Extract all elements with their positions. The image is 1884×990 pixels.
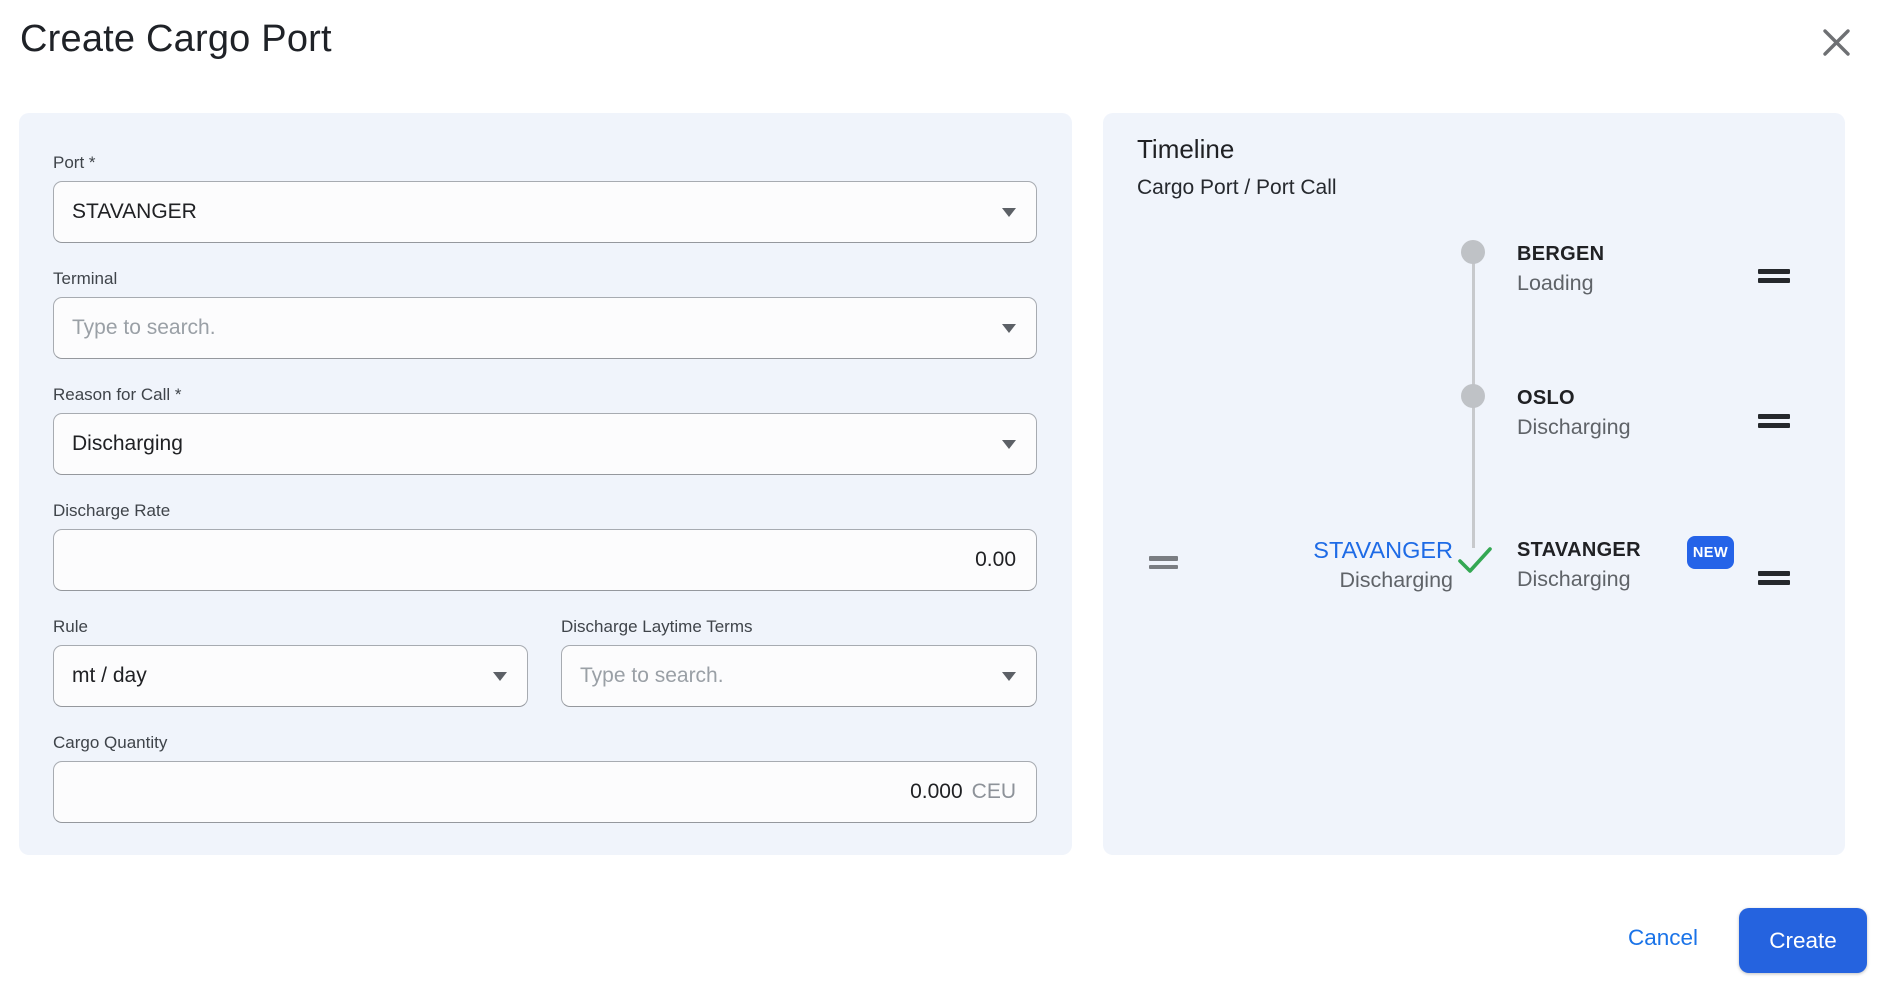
timeline-subheading: Cargo Port / Port Call [1137, 176, 1337, 199]
discharge-rate-field: Discharge Rate 0.00 [53, 501, 1037, 591]
cargo-quantity-value: 0.000 [910, 780, 963, 803]
terminal-field: Terminal Type to search. [53, 269, 1037, 359]
reason-for-call-field: Reason for Call * Discharging [53, 385, 1037, 475]
cancel-button[interactable]: Cancel [1627, 925, 1698, 950]
discharge-rate-input[interactable]: 0.00 [53, 529, 1037, 591]
check-icon [1457, 546, 1493, 579]
timeline-entry-stavanger: STAVANGER Discharging [1517, 538, 1777, 593]
cargo-quantity-input[interactable]: 0.000 CEU [53, 761, 1037, 823]
reason-for-call-select[interactable]: Discharging [53, 413, 1037, 475]
reason-for-call-value: Discharging [72, 432, 183, 455]
x-icon [1822, 28, 1850, 56]
drag-handle-icon[interactable] [1149, 556, 1178, 571]
new-badge: NEW [1687, 536, 1734, 569]
timeline-port-reason: Discharging [1517, 567, 1631, 591]
cargo-quantity-field: Cargo Quantity 0.000 CEU [53, 733, 1037, 823]
discharge-laytime-terms-label: Discharge Laytime Terms [561, 617, 753, 636]
rule-field: Rule mt / day [53, 617, 528, 707]
timeline-port-name: OSLO [1517, 387, 1575, 409]
timeline-dot [1461, 384, 1485, 408]
cargo-quantity-label: Cargo Quantity [53, 733, 168, 752]
discharge-laytime-terms-select[interactable]: Type to search. [561, 645, 1037, 707]
reason-for-call-label: Reason for Call * [53, 385, 182, 404]
discharge-rate-value: 0.00 [975, 548, 1016, 571]
terminal-select[interactable]: Type to search. [53, 297, 1037, 359]
timeline-heading: Timeline [1137, 134, 1235, 164]
chevron-down-icon [493, 671, 507, 681]
create-button[interactable]: Create [1739, 908, 1867, 973]
timeline-pending-port-reason: Discharging [1339, 568, 1453, 592]
terminal-label: Terminal [53, 269, 118, 288]
discharge-laytime-terms-field: Discharge Laytime Terms Type to search. [561, 617, 1037, 707]
timeline-pending-port-name: STAVANGER [1313, 537, 1453, 563]
drag-handle-icon[interactable] [1758, 414, 1790, 429]
chevron-down-icon [1002, 671, 1016, 681]
port-field: Port * STAVANGER [53, 153, 1037, 243]
close-button[interactable] [1816, 22, 1856, 62]
timeline-panel: Timeline Cargo Port / Port Call BERGEN L… [1103, 113, 1845, 855]
chevron-down-icon [1002, 207, 1016, 217]
timeline-dot [1461, 240, 1485, 264]
drag-handle-icon[interactable] [1758, 269, 1790, 284]
timeline-entry-bergen: BERGEN Loading [1517, 242, 1777, 297]
timeline-port-reason: Discharging [1517, 415, 1631, 439]
cargo-port-form: Port * STAVANGER Terminal Type to search… [19, 113, 1072, 855]
chevron-down-icon [1002, 439, 1016, 449]
port-value: STAVANGER [72, 200, 197, 223]
timeline-port-name: BERGEN [1517, 243, 1605, 265]
timeline-port-reason: Loading [1517, 271, 1594, 295]
terminal-placeholder: Type to search. [72, 316, 216, 339]
port-select[interactable]: STAVANGER [53, 181, 1037, 243]
cargo-quantity-unit: CEU [971, 780, 1016, 803]
discharge-laytime-terms-placeholder: Type to search. [580, 664, 724, 687]
timeline-pending-entry-stavanger: STAVANGER Discharging [1213, 537, 1453, 594]
timeline-entry-oslo: OSLO Discharging [1517, 386, 1777, 441]
dialog-body: Port * STAVANGER Terminal Type to search… [19, 113, 1845, 855]
drag-handle-icon[interactable] [1758, 571, 1790, 586]
rule-label: Rule [53, 617, 88, 636]
port-label: Port * [53, 153, 96, 172]
chevron-down-icon [1002, 323, 1016, 333]
rule-select[interactable]: mt / day [53, 645, 528, 707]
discharge-rate-label: Discharge Rate [53, 501, 171, 520]
rule-value: mt / day [72, 664, 147, 687]
timeline-port-name: STAVANGER [1517, 539, 1641, 561]
page-title: Create Cargo Port [20, 18, 332, 60]
rule-laytime-row: Rule mt / day Discharge Laytime Terms Ty… [53, 617, 1037, 707]
